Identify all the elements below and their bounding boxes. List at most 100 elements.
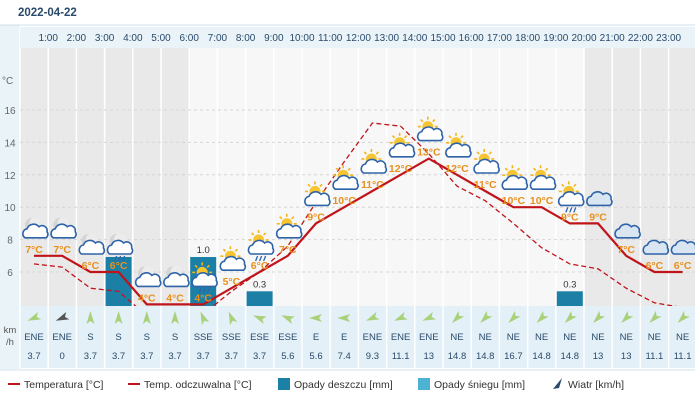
wind-direction: NE — [479, 332, 492, 343]
sun-ray — [319, 183, 323, 188]
wind-direction: NE — [450, 332, 463, 343]
wind-arrow-icon — [480, 310, 493, 323]
hour-header — [20, 27, 695, 48]
wind-arrow-shape — [508, 310, 521, 323]
wind-arrow-shape — [114, 311, 123, 324]
sun-ray — [375, 151, 380, 155]
wind-unit-line: km — [4, 325, 17, 336]
wind-arrow-shape — [86, 311, 95, 324]
wind-speed: 11.1 — [646, 351, 664, 362]
cloud-shape — [163, 272, 190, 288]
hour-label: 23:00 — [656, 33, 681, 44]
rain-drop — [198, 288, 202, 294]
wind-arrow-icon — [649, 310, 662, 323]
temperature-label: 10°C — [502, 195, 526, 207]
wind-unit-line: /h — [6, 337, 14, 348]
wind-arrow-icon — [27, 311, 42, 321]
wind-direction: S — [144, 332, 150, 343]
sun-cloud-icon — [501, 165, 529, 190]
wind-speed: 3.7 — [225, 351, 238, 362]
hour-label: 1:00 — [38, 33, 58, 44]
wind-arrow-icon — [422, 311, 436, 321]
moon-cloud-icon — [50, 217, 77, 239]
axis-panel — [0, 25, 20, 369]
sun-ray — [532, 167, 537, 171]
wind-direction: E — [313, 332, 319, 343]
legend-item-rain: Opady deszczu [mm] — [278, 378, 393, 391]
hour-label: 12:00 — [346, 33, 371, 44]
sun-ray — [544, 167, 549, 171]
wind-direction: E — [341, 332, 347, 343]
sun-cloud-rain-icon — [191, 262, 218, 294]
sun-ray — [279, 216, 283, 220]
wind-unit-label: km/h — [4, 325, 17, 348]
sun-ray — [335, 167, 339, 171]
sun-cloud-icon — [332, 165, 359, 190]
wind-speed: 5.6 — [309, 351, 322, 362]
temperature-label: 4°C — [166, 292, 184, 304]
wind-speed: 13 — [424, 351, 435, 362]
wind-arrow-shape — [452, 310, 465, 323]
wind-arrow-icon — [452, 310, 465, 323]
sun-cloud-icon — [275, 213, 303, 239]
wind-arrow-icon — [621, 310, 634, 323]
rain-bar — [556, 291, 583, 306]
temperature-label: 11°C — [474, 179, 497, 191]
wind-speed: 14.8 — [476, 351, 495, 362]
wind-arrow-shape — [536, 310, 549, 323]
wind-arrow-shape — [142, 311, 151, 324]
legend-label: Wiatr [km/h] — [568, 379, 624, 391]
hour-label: 18:00 — [515, 33, 540, 44]
wind-direction: ENE — [363, 332, 383, 343]
wind-direction: ENE — [24, 332, 44, 343]
wind-direction: ESE — [250, 332, 269, 343]
cloud-shape — [557, 191, 585, 207]
wind-speed: 9.3 — [366, 351, 379, 362]
wind-arrow-icon — [564, 310, 577, 323]
wind-direction: NE — [591, 332, 604, 343]
wind-direction: NE — [563, 332, 576, 343]
wind-direction: NE — [676, 332, 689, 343]
wind-arrow-shape — [228, 311, 238, 326]
hour-label: 4:00 — [123, 33, 143, 44]
y-tick-label: 10 — [4, 203, 16, 214]
y-tick-label: 6 — [7, 268, 13, 279]
sun-cloud-icon — [304, 181, 331, 207]
wind-arrow-icon — [593, 310, 606, 323]
temperature-label: 11°C — [361, 179, 384, 191]
rain-bar — [246, 291, 273, 306]
moon-cloud-rain-icon — [106, 233, 134, 262]
wind-arrow-shape — [200, 311, 210, 326]
cloud-shape — [191, 272, 218, 288]
temperature-label: 5°C — [223, 276, 241, 288]
cloud-shape — [614, 223, 641, 239]
y-tick-label: 12 — [4, 171, 16, 182]
sun-ray — [347, 167, 351, 171]
wind-arrow-shape — [171, 311, 179, 324]
legend: Temperatura [°C] Temp. odczuwalna [°C] Opa… — [0, 369, 695, 391]
hour-label: 5:00 — [151, 33, 171, 44]
wind-arrow-shape — [365, 311, 380, 321]
sun-cloud-icon — [360, 149, 388, 174]
wind-arrow-icon — [536, 310, 549, 323]
y-tick-label: 16 — [4, 106, 16, 117]
wind-arrow-icon — [171, 311, 179, 324]
y-axis-unit: °C — [2, 76, 13, 87]
sun-ray — [363, 151, 368, 155]
hour-label: 22:00 — [628, 33, 653, 44]
cloud-shape — [50, 223, 77, 239]
legend-wind-icon — [553, 378, 562, 389]
hour-label: 6:00 — [179, 33, 199, 44]
wind-speed: 3.7 — [140, 351, 153, 362]
cloud-icon — [642, 239, 670, 255]
wind-speed: 3.7 — [27, 351, 40, 362]
cloud-shape — [473, 158, 500, 174]
sun-ray — [488, 151, 492, 155]
temperature-label: 9°C — [589, 211, 607, 223]
sun-ray — [262, 232, 267, 236]
wind-arrow-icon — [253, 315, 267, 324]
wind-arrow-icon — [86, 311, 95, 324]
sun-ray — [194, 264, 198, 269]
temperature-label: 12°C — [445, 163, 469, 175]
temperature-label: 7°C — [53, 244, 71, 256]
